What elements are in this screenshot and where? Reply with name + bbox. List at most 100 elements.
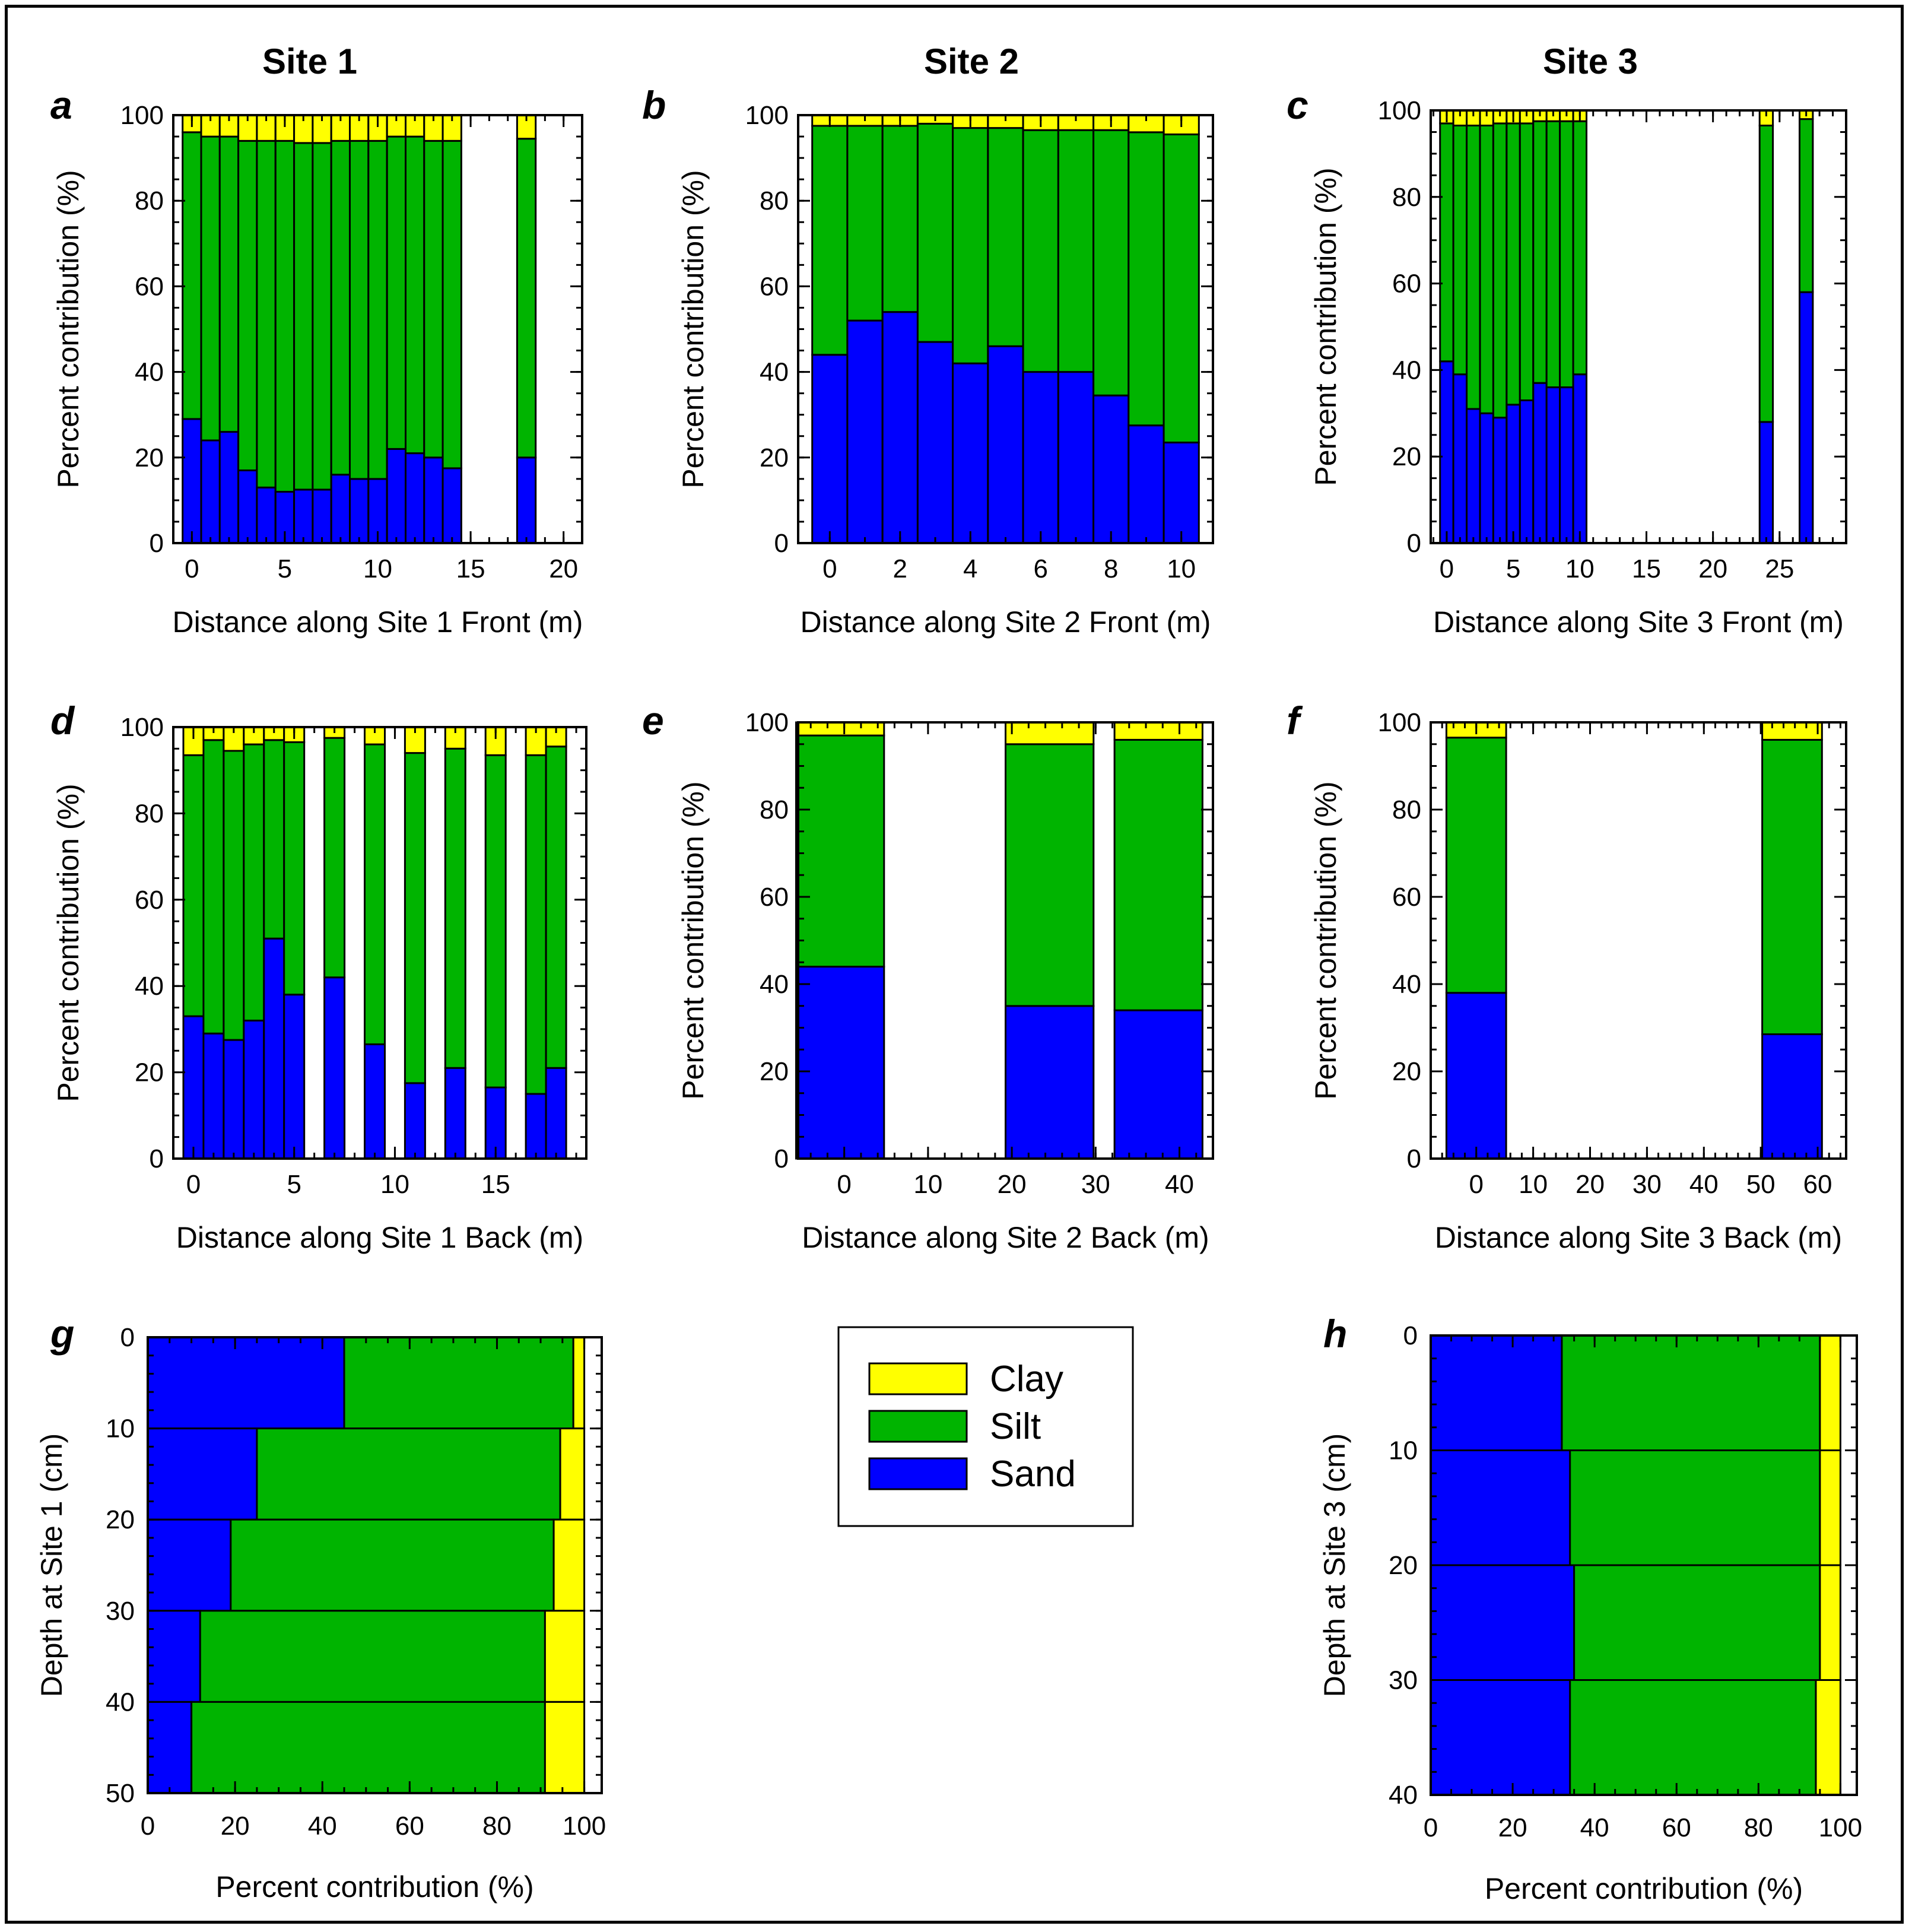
y-tick-label-g: 30 [106,1597,135,1626]
y-tick-label-d: 20 [135,1058,164,1087]
x-tick-label-c: 10 [1565,554,1595,583]
y-axis-title-a: Percent contribution (%) [52,170,85,488]
bar-a-6-sand [293,488,314,544]
x-tick-label-c: 15 [1632,554,1661,583]
site-title-3: Site 3 [1543,42,1638,81]
y-tick-label-f: 100 [1378,708,1421,737]
bar-e-0-sand [795,966,885,1160]
bar-g-1-silt [256,1427,561,1521]
bar-b-9-sand [1127,424,1165,544]
y-tick-label-a: 60 [135,272,164,301]
bar-b-9-silt [1127,131,1165,427]
bar-d-4-sand [263,937,285,1160]
x-tick-label-f: 20 [1576,1170,1605,1199]
site-title-2: Site 2 [924,42,1019,81]
bar-b-1-sand [846,319,884,544]
bar-g-0-sand [147,1336,345,1430]
bar-a-2-sand [218,431,240,544]
bar-b-2-silt [881,125,919,313]
x-axis-title-h: Percent contribution (%) [1485,1872,1803,1905]
y-tick-label-g: 40 [106,1687,135,1717]
bar-b-8-sand [1092,394,1130,544]
bar-a-8-silt [330,139,351,476]
x-tick-label-b: 4 [963,554,977,583]
bar-h-1-clay [1819,1449,1841,1566]
bar-c-10-sand [1572,373,1588,544]
y-tick-label-c: 100 [1378,96,1421,125]
y-tick-label-b: 0 [774,529,789,558]
bar-f-1-sand [1761,1033,1823,1160]
legend-label-silt: Silt [990,1406,1041,1447]
bar-b-7-silt [1057,129,1095,373]
bar-d-6-silt [323,737,346,979]
bar-c-2-silt [1466,125,1481,410]
legend-label-clay: Clay [990,1359,1063,1400]
bar-g-2-silt [230,1518,555,1612]
bar-a-15-silt [516,138,537,459]
x-tick-label-e: 20 [998,1170,1027,1199]
bar-f-0-silt [1445,737,1507,994]
bar-g-4-silt [190,1701,546,1794]
y-tick-label-g: 50 [106,1779,135,1808]
bar-g-3-clay [544,1610,586,1703]
y-tick-label-h: 30 [1389,1666,1418,1695]
bar-e-2-silt [1113,738,1203,1011]
bar-h-0-silt [1561,1334,1821,1451]
x-tick-label-d: 0 [186,1170,201,1199]
bar-d-2-silt [223,750,245,1041]
bar-g-2-sand [147,1518,232,1612]
legend-swatch-sand [868,1457,968,1490]
bar-c-1-sand [1452,373,1468,544]
bar-g-3-sand [147,1610,201,1703]
y-tick-label-h: 10 [1389,1436,1418,1465]
bar-a-13-sand [423,456,444,544]
bar-c-5-sand [1506,404,1521,544]
bar-f-1-clay [1761,721,1823,741]
x-tick-label-a: 20 [549,554,578,583]
x-tick-label-h: 60 [1662,1813,1691,1842]
bar-d-7-silt [364,743,386,1045]
y-tick-label-c: 60 [1392,269,1421,299]
bar-c-11-silt [1758,125,1774,423]
bar-a-2-silt [218,135,240,433]
bar-d-0-silt [182,754,205,1017]
y-tick-label-b: 40 [760,358,789,387]
x-tick-label-b: 0 [822,554,837,583]
bar-h-2-sand [1430,1564,1576,1681]
bar-b-4-silt [952,127,989,364]
bar-a-0-sand [182,418,202,544]
y-tick-label-h: 0 [1403,1321,1418,1350]
bar-b-0-sand [811,354,849,544]
figure-frame [5,5,1904,1924]
y-tick-label-d: 40 [135,972,164,1001]
bar-e-1-sand [1005,1005,1095,1160]
y-tick-label-b: 100 [745,101,789,130]
x-tick-label-f: 60 [1803,1170,1832,1199]
bar-b-3-silt [916,122,954,343]
bar-c-1-silt [1452,125,1468,376]
x-tick-label-e: 40 [1165,1170,1194,1199]
x-tick-label-e: 30 [1081,1170,1110,1199]
bar-c-12-silt [1799,118,1814,293]
bar-e-0-silt [795,734,885,968]
x-tick-label-f: 40 [1689,1170,1719,1199]
bar-d-11-sand [525,1093,547,1160]
y-tick-label-a: 100 [120,101,164,130]
x-tick-label-c: 0 [1440,554,1454,583]
bar-a-9-sand [349,478,370,544]
bar-e-1-silt [1005,743,1095,1007]
bar-b-4-sand [952,362,989,544]
bar-a-4-sand [256,486,277,544]
bar-h-3-clay [1815,1679,1841,1796]
bar-h-2-silt [1573,1564,1821,1681]
bar-b-2-sand [881,311,919,544]
bar-h-2-clay [1819,1564,1841,1681]
x-tick-label-h: 80 [1744,1813,1773,1842]
x-tick-label-c: 25 [1765,554,1794,583]
y-tick-label-c: 80 [1392,183,1421,212]
bar-c-7-silt [1532,120,1548,384]
bar-b-10-sand [1163,442,1200,544]
y-tick-label-f: 60 [1392,883,1421,912]
y-tick-label-b: 80 [760,186,789,215]
bar-h-3-sand [1430,1679,1571,1796]
